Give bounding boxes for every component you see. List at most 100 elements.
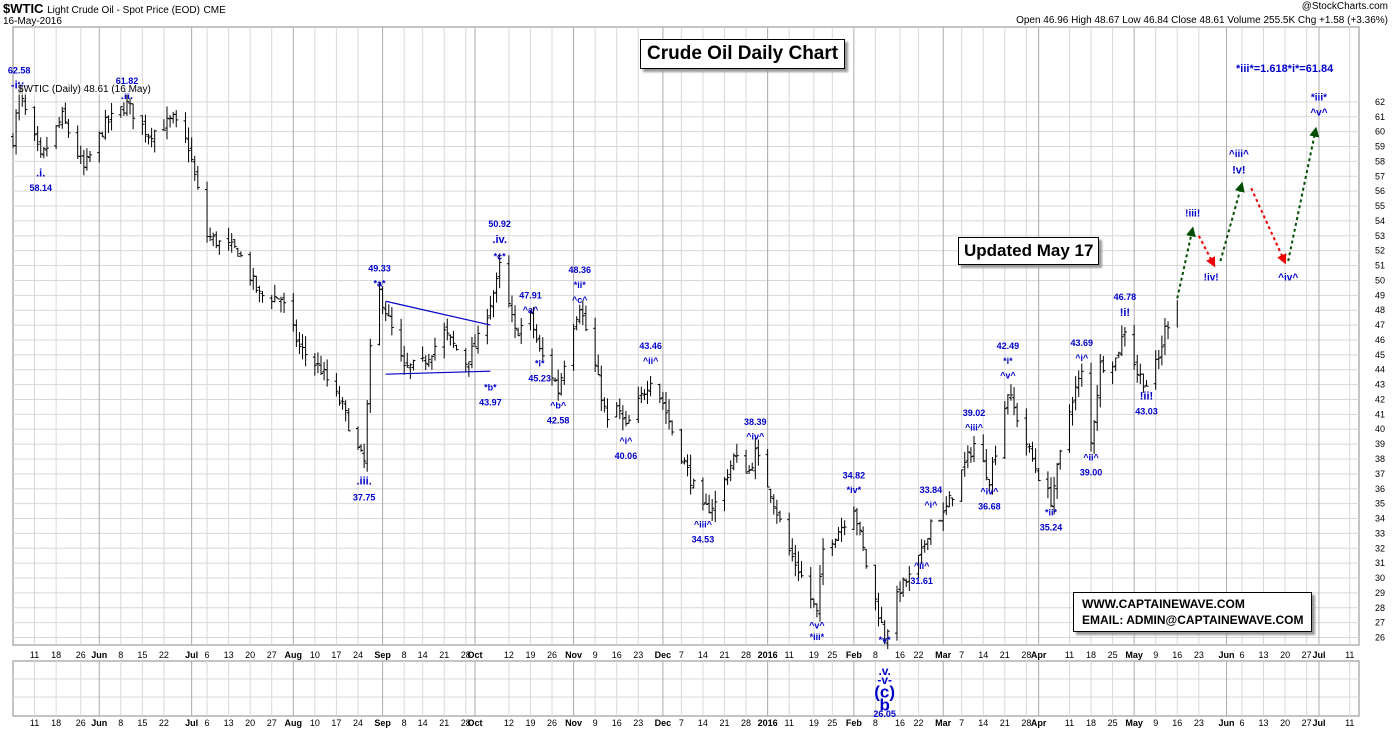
wave-label: ^iii^: [694, 519, 713, 529]
wave-label: 38.39: [744, 417, 767, 427]
lower-x-tick-label: 20: [245, 718, 255, 728]
wave-label: ^iv^: [1278, 272, 1298, 283]
lower-x-tick-label: 28: [461, 718, 471, 728]
lower-x-tick-label: 16: [895, 718, 905, 728]
wave-label: ^v^: [1000, 371, 1016, 381]
lower-x-tick-label: 22: [914, 718, 924, 728]
lower-x-tick-label: Nov: [565, 718, 582, 728]
lower-x-tick-label: Jun: [1219, 718, 1235, 728]
wave-label: ^a^: [523, 305, 539, 315]
lower-x-tick-label: 21: [719, 718, 729, 728]
lower-x-tick-label: Jul: [185, 718, 198, 728]
x-tick-label: Sep: [374, 650, 391, 660]
x-tick-label: Jul: [1312, 650, 1325, 660]
wave-label: 46.78: [1114, 292, 1137, 302]
lower-x-tick-label: 22: [159, 718, 169, 728]
y-tick-label: 59: [1375, 142, 1385, 152]
wave-label: ^ii^: [914, 561, 930, 571]
x-tick-label: Mar: [935, 650, 952, 660]
lower-x-tick-label: 14: [978, 718, 988, 728]
wave-label: ^iv^: [746, 432, 765, 442]
wave-label: 62.58: [8, 66, 31, 76]
x-tick-label: 23: [633, 650, 643, 660]
lower-x-tick-label: 7: [959, 718, 964, 728]
lower-x-tick-label: 13: [1259, 718, 1269, 728]
x-tick-label: 21: [1000, 650, 1010, 660]
lower-x-tick-label: Sep: [374, 718, 391, 728]
x-tick-label: 24: [353, 650, 363, 660]
wave-label: 35.24: [1040, 522, 1063, 532]
x-tick-label: 19: [809, 650, 819, 660]
x-tick-label: 13: [1259, 650, 1269, 660]
x-tick-label: Dec: [655, 650, 672, 660]
price-bars: [11, 81, 1178, 650]
lower-x-tick-label: Mar: [935, 718, 952, 728]
y-tick-label: 38: [1375, 454, 1385, 464]
lower-x-tick-label: Jul: [1312, 718, 1325, 728]
x-tick-label: Jun: [1219, 650, 1235, 660]
x-tick-label: 23: [1194, 650, 1204, 660]
symbol: $WTIC: [3, 1, 44, 16]
projection-arrow-down: [1250, 187, 1287, 265]
lower-wave-label: (c): [874, 682, 895, 701]
lower-x-tick-label: 12: [504, 718, 514, 728]
y-tick-label: 28: [1375, 603, 1385, 613]
y-tick-label: 44: [1375, 365, 1385, 375]
lower-wave-label: b: [879, 696, 889, 715]
lower-x-tick-label: 23: [633, 718, 643, 728]
wave-label: *b*: [484, 383, 497, 393]
wave-label: !v!: [1232, 164, 1245, 176]
wave-label: 58.14: [29, 183, 52, 193]
y-tick-label: 45: [1375, 350, 1385, 360]
lower-x-tick-label: 21: [1000, 718, 1010, 728]
y-tick-label: 60: [1375, 127, 1385, 137]
y-tick-label: 41: [1375, 409, 1385, 419]
y-tick-label: 58: [1375, 156, 1385, 166]
y-tick-label: 39: [1375, 439, 1385, 449]
x-tick-label: 21: [719, 650, 729, 660]
wave-label: ^i^: [1075, 353, 1089, 363]
y-tick-label: 61: [1375, 112, 1385, 122]
ohlc-summary: Open 46.96 High 48.67 Low 46.84 Close 48…: [1016, 15, 1388, 26]
contact-box: WWW.CAPTAINEWAVE.COM EMAIL: ADMIN@CAPTAI…: [1073, 592, 1313, 632]
x-tick-label: 8: [873, 650, 878, 660]
y-tick-label: 26: [1375, 633, 1385, 643]
lower-x-tick-label: 17: [331, 718, 341, 728]
lower-x-tick-label: 9: [1153, 718, 1158, 728]
wave-label: 49.33: [368, 264, 391, 274]
x-tick-label: 7: [679, 650, 684, 660]
updated-note: Updated May 17: [958, 237, 1100, 265]
wave-label: 43.69: [1071, 338, 1094, 348]
y-tick-label: 32: [1375, 543, 1385, 553]
x-tick-label: 25: [1108, 650, 1118, 660]
lower-x-tick-label: 11: [1345, 718, 1354, 728]
triangle-upper-line: [385, 300, 491, 326]
x-tick-label: 16: [612, 650, 622, 660]
x-tick-label: 10: [310, 650, 320, 660]
x-tick-label: 26: [76, 650, 86, 660]
wave-label: 48.36: [568, 265, 591, 275]
x-tick-label: 8: [118, 650, 123, 660]
x-tick-label: 28: [741, 650, 751, 660]
lower-x-tick-label: 27: [267, 718, 277, 728]
x-tick-label: 6: [1239, 650, 1244, 660]
wave-label: ^iii^: [965, 423, 984, 433]
x-tick-label: Oct: [468, 650, 483, 660]
wave-label: ^ii^: [1083, 452, 1099, 462]
wave-label: ^b^: [550, 400, 567, 410]
fib-note: *iii*=1.618*i*=61.84: [1236, 63, 1334, 75]
x-tick-label: 16: [895, 650, 905, 660]
watermark: @StockCharts.com: [1301, 1, 1388, 12]
lower-x-tick-label: 15: [137, 718, 147, 728]
lower-wave-label: .v.: [878, 664, 890, 678]
lower-x-tick-label: 28: [741, 718, 751, 728]
x-tick-label: 20: [245, 650, 255, 660]
y-tick-label: 40: [1375, 424, 1385, 434]
website: WWW.CAPTAINEWAVE.COM: [1082, 597, 1245, 611]
lower-x-tick-label: 2016: [758, 718, 778, 728]
x-tick-label: 9: [1153, 650, 1158, 660]
x-tick-label: 16: [1172, 650, 1182, 660]
lower-x-tick-label: 25: [1108, 718, 1118, 728]
wave-label: !iii!: [1185, 208, 1200, 219]
